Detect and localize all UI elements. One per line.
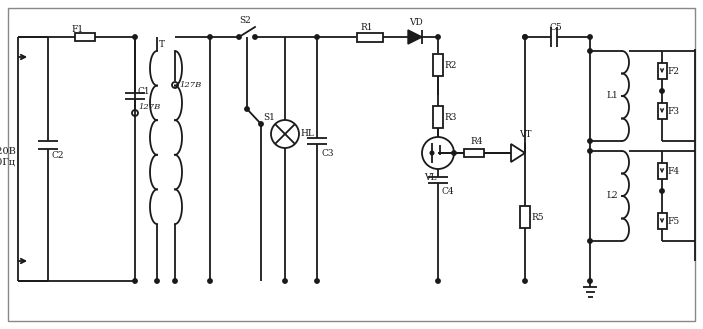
Text: C3: C3	[321, 149, 333, 158]
Circle shape	[588, 239, 592, 243]
Bar	[464, 149, 484, 157]
Text: L1: L1	[606, 91, 618, 100]
Circle shape	[588, 279, 592, 283]
Circle shape	[208, 35, 212, 39]
Bar	[657, 103, 666, 119]
Text: F2: F2	[667, 66, 679, 75]
Text: R4: R4	[470, 137, 482, 146]
Bar	[657, 63, 666, 79]
Bar	[433, 54, 443, 76]
Text: HL: HL	[300, 130, 314, 139]
Bar	[657, 213, 666, 229]
Text: R5: R5	[531, 213, 543, 221]
Text: 220В
50Гц: 220В 50Гц	[0, 147, 16, 167]
Circle shape	[660, 189, 664, 193]
Text: F1: F1	[72, 25, 84, 34]
Text: R3: R3	[444, 113, 456, 121]
Circle shape	[315, 279, 319, 283]
Circle shape	[133, 279, 137, 283]
Text: R2: R2	[444, 61, 456, 69]
Text: T: T	[159, 40, 165, 49]
Circle shape	[315, 35, 319, 39]
Text: F5: F5	[667, 216, 679, 225]
Bar	[520, 206, 530, 228]
Circle shape	[660, 89, 664, 93]
Circle shape	[155, 279, 159, 283]
Bar	[433, 106, 443, 128]
Polygon shape	[408, 30, 422, 44]
Text: S2: S2	[239, 16, 251, 25]
Circle shape	[523, 35, 527, 39]
Bar	[357, 33, 383, 41]
Circle shape	[523, 35, 527, 39]
Circle shape	[588, 139, 592, 143]
Text: L2: L2	[606, 191, 618, 200]
Circle shape	[283, 279, 288, 283]
Circle shape	[430, 151, 434, 155]
Text: C5: C5	[549, 23, 562, 32]
Circle shape	[588, 149, 592, 153]
Circle shape	[436, 35, 440, 39]
Text: VD: VD	[409, 18, 423, 27]
Text: C2: C2	[52, 151, 65, 160]
Circle shape	[259, 122, 263, 126]
Bar	[657, 163, 666, 179]
Circle shape	[173, 279, 177, 283]
Circle shape	[237, 35, 241, 39]
Circle shape	[245, 107, 249, 111]
Text: R1: R1	[360, 23, 373, 32]
Text: S1: S1	[263, 113, 275, 121]
Text: VL: VL	[424, 173, 437, 182]
Circle shape	[588, 35, 592, 39]
Circle shape	[208, 279, 212, 283]
Circle shape	[523, 279, 527, 283]
Circle shape	[436, 279, 440, 283]
Bar	[75, 33, 95, 41]
Text: F4: F4	[667, 166, 679, 175]
Text: VT: VT	[519, 130, 531, 139]
Polygon shape	[511, 144, 525, 162]
Circle shape	[253, 35, 257, 39]
Text: C4: C4	[442, 187, 455, 196]
Circle shape	[452, 151, 456, 155]
Circle shape	[133, 35, 137, 39]
Text: F3: F3	[667, 107, 679, 115]
Circle shape	[588, 49, 592, 53]
Text: 127В: 127В	[138, 103, 160, 111]
Text: C1: C1	[138, 87, 150, 96]
Text: 127В: 127В	[179, 81, 201, 89]
